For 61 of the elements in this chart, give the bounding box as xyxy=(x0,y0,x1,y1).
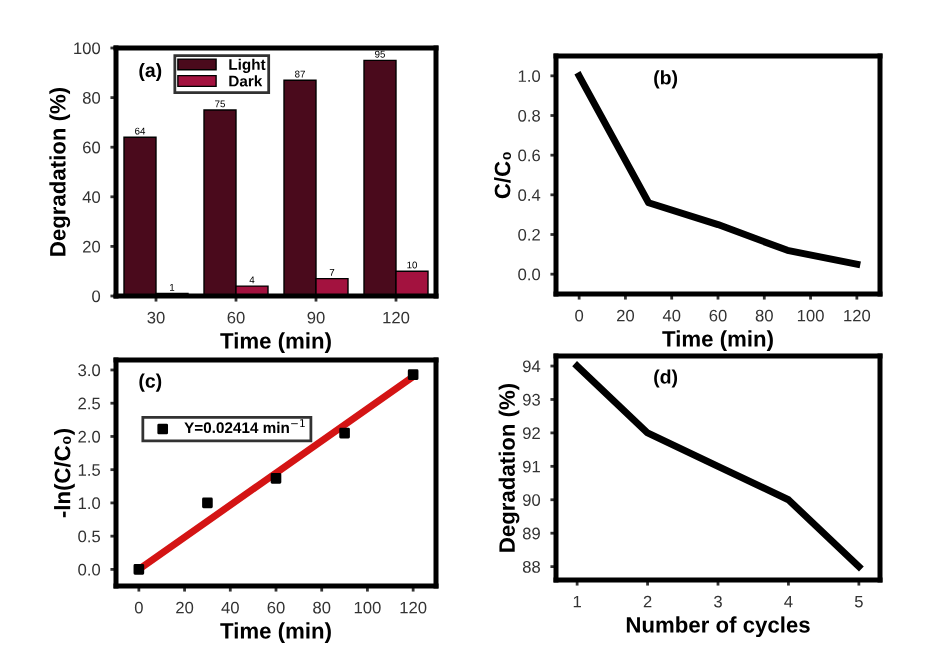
x-tick-label: 80 xyxy=(313,601,331,614)
x-tick-label: 80 xyxy=(755,309,773,322)
x-tick-label: 60 xyxy=(227,311,245,324)
x-tick-label: 1 xyxy=(573,595,581,608)
y-tick-label: 2.0 xyxy=(78,430,101,443)
y-tick-label: 0.0 xyxy=(518,268,541,281)
x-tick-label: 20 xyxy=(617,309,635,322)
y-tick-label: 1.5 xyxy=(78,464,101,476)
y-tick-label: 88 xyxy=(522,561,540,573)
y-tick-label: 80 xyxy=(82,92,101,104)
y-tick-label: 0.8 xyxy=(518,109,540,122)
annotation: (b) xyxy=(654,70,678,89)
x-tick-label: 30 xyxy=(147,311,165,324)
x-tick-label: 120 xyxy=(400,601,427,614)
y-tick-label: 0.6 xyxy=(518,149,540,162)
annotation: (c) xyxy=(139,373,162,392)
x-tick-label: 0 xyxy=(575,309,584,322)
x-tick-label: 40 xyxy=(662,309,681,322)
x-tick-label: 0 xyxy=(134,601,143,614)
x-tick-label: 60 xyxy=(267,601,285,614)
y-tick-label: 2.5 xyxy=(78,397,101,410)
y-tick-label: 1.0 xyxy=(518,70,541,83)
y-axis-title: Degradation (%) xyxy=(49,87,71,256)
y-axis-title: -ln(C/C₀) xyxy=(54,428,75,518)
annotation: (d) xyxy=(654,369,678,388)
y-tick-label: 0.0 xyxy=(78,563,101,576)
x-tick-label: 20 xyxy=(176,601,194,614)
y-tick-label: 60 xyxy=(83,141,101,154)
y-tick-label: 0 xyxy=(92,290,101,303)
y-tick-label: 0.4 xyxy=(518,189,541,202)
x-axis-title: Number of cycles xyxy=(626,616,810,638)
x-axis-title: Time (min) xyxy=(220,332,331,354)
x-tick-label: 100 xyxy=(797,309,824,322)
y-tick-label: 91 xyxy=(522,460,540,473)
y-tick-label: 100 xyxy=(74,42,101,55)
y-tick-label: 40 xyxy=(82,191,101,203)
x-tick-label: 2 xyxy=(643,595,652,608)
y-tick-label: 3.0 xyxy=(78,364,101,377)
x-axis-title: Time (min) xyxy=(220,622,331,644)
y-tick-label: 92 xyxy=(522,427,540,440)
x-tick-label: 60 xyxy=(709,309,727,322)
x-tick-label: 100 xyxy=(354,601,381,614)
y-axis-title: Degradation (%) xyxy=(498,383,520,552)
x-tick-label: 5 xyxy=(854,595,863,608)
y-tick-label: 0.5 xyxy=(78,530,101,543)
y-axis-title: C/C₀ xyxy=(494,152,511,199)
x-tick-label: 90 xyxy=(307,311,325,324)
x-axis-title: Time (min) xyxy=(662,330,773,352)
x-tick-label: 3 xyxy=(714,595,722,608)
y-tick-label: 0.2 xyxy=(518,228,540,241)
y-tick-label: 20 xyxy=(83,240,101,253)
x-tick-label: 120 xyxy=(844,309,871,322)
x-tick-label: 120 xyxy=(383,311,410,324)
y-tick-label: 89 xyxy=(522,527,540,540)
y-tick-label: 90 xyxy=(522,494,541,506)
y-tick-label: 94 xyxy=(522,360,541,373)
y-tick-label: 93 xyxy=(522,393,540,406)
x-tick-label: 40 xyxy=(221,601,239,614)
y-tick-label: 1.0 xyxy=(78,497,101,510)
annotation: (a) xyxy=(139,62,162,82)
x-tick-label: 4 xyxy=(784,595,793,608)
